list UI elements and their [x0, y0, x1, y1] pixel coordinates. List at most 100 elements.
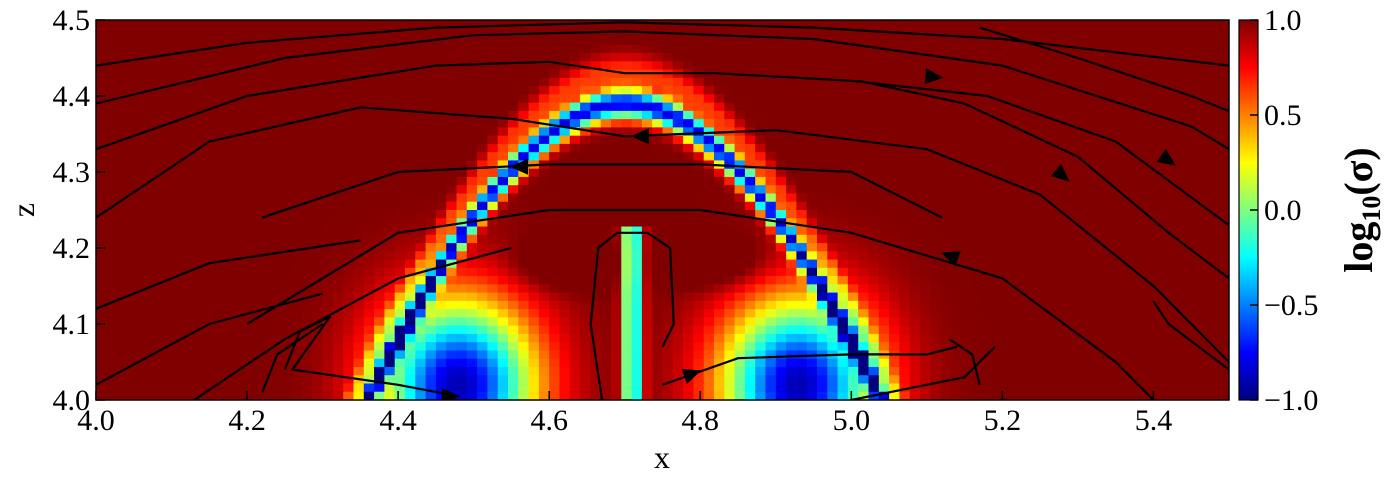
heatmap-cell — [641, 44, 653, 54]
heatmap-cell — [992, 317, 1003, 327]
heatmap-cell — [291, 350, 303, 360]
heatmap-cell — [332, 176, 344, 186]
heatmap-cell — [940, 259, 952, 269]
heatmap-cell — [497, 333, 509, 343]
heatmap-cell — [1074, 94, 1086, 104]
heatmap-cell — [1012, 69, 1024, 79]
heatmap-cell — [1023, 383, 1034, 393]
heatmap-cell — [281, 61, 293, 71]
heatmap-cell — [96, 69, 107, 79]
heatmap-cell — [1177, 176, 1189, 186]
heatmap-cell — [1043, 143, 1055, 153]
heatmap-cell — [353, 53, 365, 62]
heatmap-cell — [106, 185, 118, 195]
heatmap-cell — [714, 119, 725, 128]
heatmap-cell — [827, 383, 839, 393]
heatmap-cell — [961, 292, 973, 302]
heatmap-cell — [1105, 366, 1117, 376]
heatmap-cell — [961, 358, 973, 368]
heatmap-cell — [96, 119, 107, 128]
heatmap-cell — [611, 168, 622, 178]
heatmap-cell — [312, 383, 324, 393]
heatmap-cell — [271, 391, 282, 400]
heatmap-cell — [889, 234, 900, 244]
heatmap-cell — [415, 94, 427, 104]
heatmap-cell — [1084, 152, 1096, 162]
heatmap-cell — [1064, 61, 1076, 71]
heatmap-cell — [302, 135, 313, 145]
heatmap-cell — [961, 53, 973, 62]
heatmap-cell — [837, 218, 849, 228]
heatmap-cell — [765, 218, 777, 228]
heatmap-cell — [580, 333, 591, 343]
heatmap-cell — [219, 251, 231, 261]
heatmap-cell — [168, 259, 179, 269]
heatmap-cell — [312, 259, 324, 269]
heatmap-cell — [1105, 201, 1117, 211]
heatmap-cell — [353, 234, 365, 244]
heatmap-cell — [425, 210, 437, 219]
heatmap-cell — [672, 77, 684, 87]
heatmap-cell — [755, 168, 767, 178]
heatmap-cell — [322, 28, 334, 38]
heatmap-cell — [291, 69, 303, 79]
heatmap-cell — [817, 309, 828, 318]
heatmap-cell — [394, 284, 406, 294]
heatmap-cell — [137, 176, 149, 186]
heatmap-cell — [1126, 36, 1137, 46]
heatmap-cell — [775, 53, 787, 62]
heatmap-cell — [271, 276, 282, 285]
heatmap-cell — [538, 342, 550, 352]
heatmap-cell — [672, 284, 684, 294]
heatmap-cell — [580, 110, 591, 120]
heatmap-cell — [312, 333, 324, 343]
heatmap-cell — [796, 226, 808, 236]
heatmap-cell — [693, 358, 705, 368]
heatmap-cell — [137, 102, 149, 112]
heatmap-cell — [384, 135, 396, 145]
heatmap-cell — [920, 342, 931, 352]
heatmap-cell — [899, 152, 911, 162]
heatmap-cell — [744, 185, 756, 195]
heatmap-cell — [817, 135, 828, 145]
heatmap-cell — [250, 383, 262, 393]
heatmap-cell — [322, 350, 334, 360]
heatmap-cell — [250, 28, 262, 38]
heatmap-cell — [817, 69, 828, 79]
heatmap-cell — [1033, 86, 1045, 95]
heatmap-cell — [147, 185, 159, 195]
heatmap-cell — [384, 36, 396, 46]
heatmap-cell — [528, 234, 540, 244]
heatmap-cell — [281, 127, 293, 137]
heatmap-cell — [920, 53, 931, 62]
heatmap-cell — [786, 226, 797, 236]
heatmap-cell — [1084, 259, 1096, 269]
heatmap-cell — [714, 276, 725, 285]
heatmap-cell — [1084, 168, 1096, 178]
heatmap-cell — [683, 119, 694, 128]
heatmap-cell — [157, 243, 169, 252]
heatmap-cell — [1146, 201, 1158, 211]
heatmap-cell — [1012, 110, 1024, 120]
heatmap-cell — [992, 135, 1003, 145]
heatmap-cell — [827, 375, 839, 385]
heatmap-cell — [775, 350, 787, 360]
heatmap-cell — [250, 201, 262, 211]
heatmap-cell — [580, 77, 591, 87]
heatmap-cell — [312, 350, 324, 360]
heatmap-cell — [652, 185, 664, 195]
heatmap-cell — [837, 77, 849, 87]
heatmap-cell — [229, 292, 241, 302]
heatmap-cell — [1167, 391, 1179, 400]
heatmap-cell — [1177, 201, 1189, 211]
heatmap-cell — [580, 358, 591, 368]
heatmap-cell — [384, 267, 396, 277]
heatmap-cell — [806, 61, 818, 71]
heatmap-cell — [1095, 226, 1106, 236]
heatmap-cell — [188, 226, 200, 236]
heatmap-cell — [775, 259, 787, 269]
heatmap-cell — [1156, 77, 1168, 87]
heatmap-cell — [940, 102, 952, 112]
heatmap-cell — [899, 201, 911, 211]
heatmap-cell — [786, 28, 797, 38]
